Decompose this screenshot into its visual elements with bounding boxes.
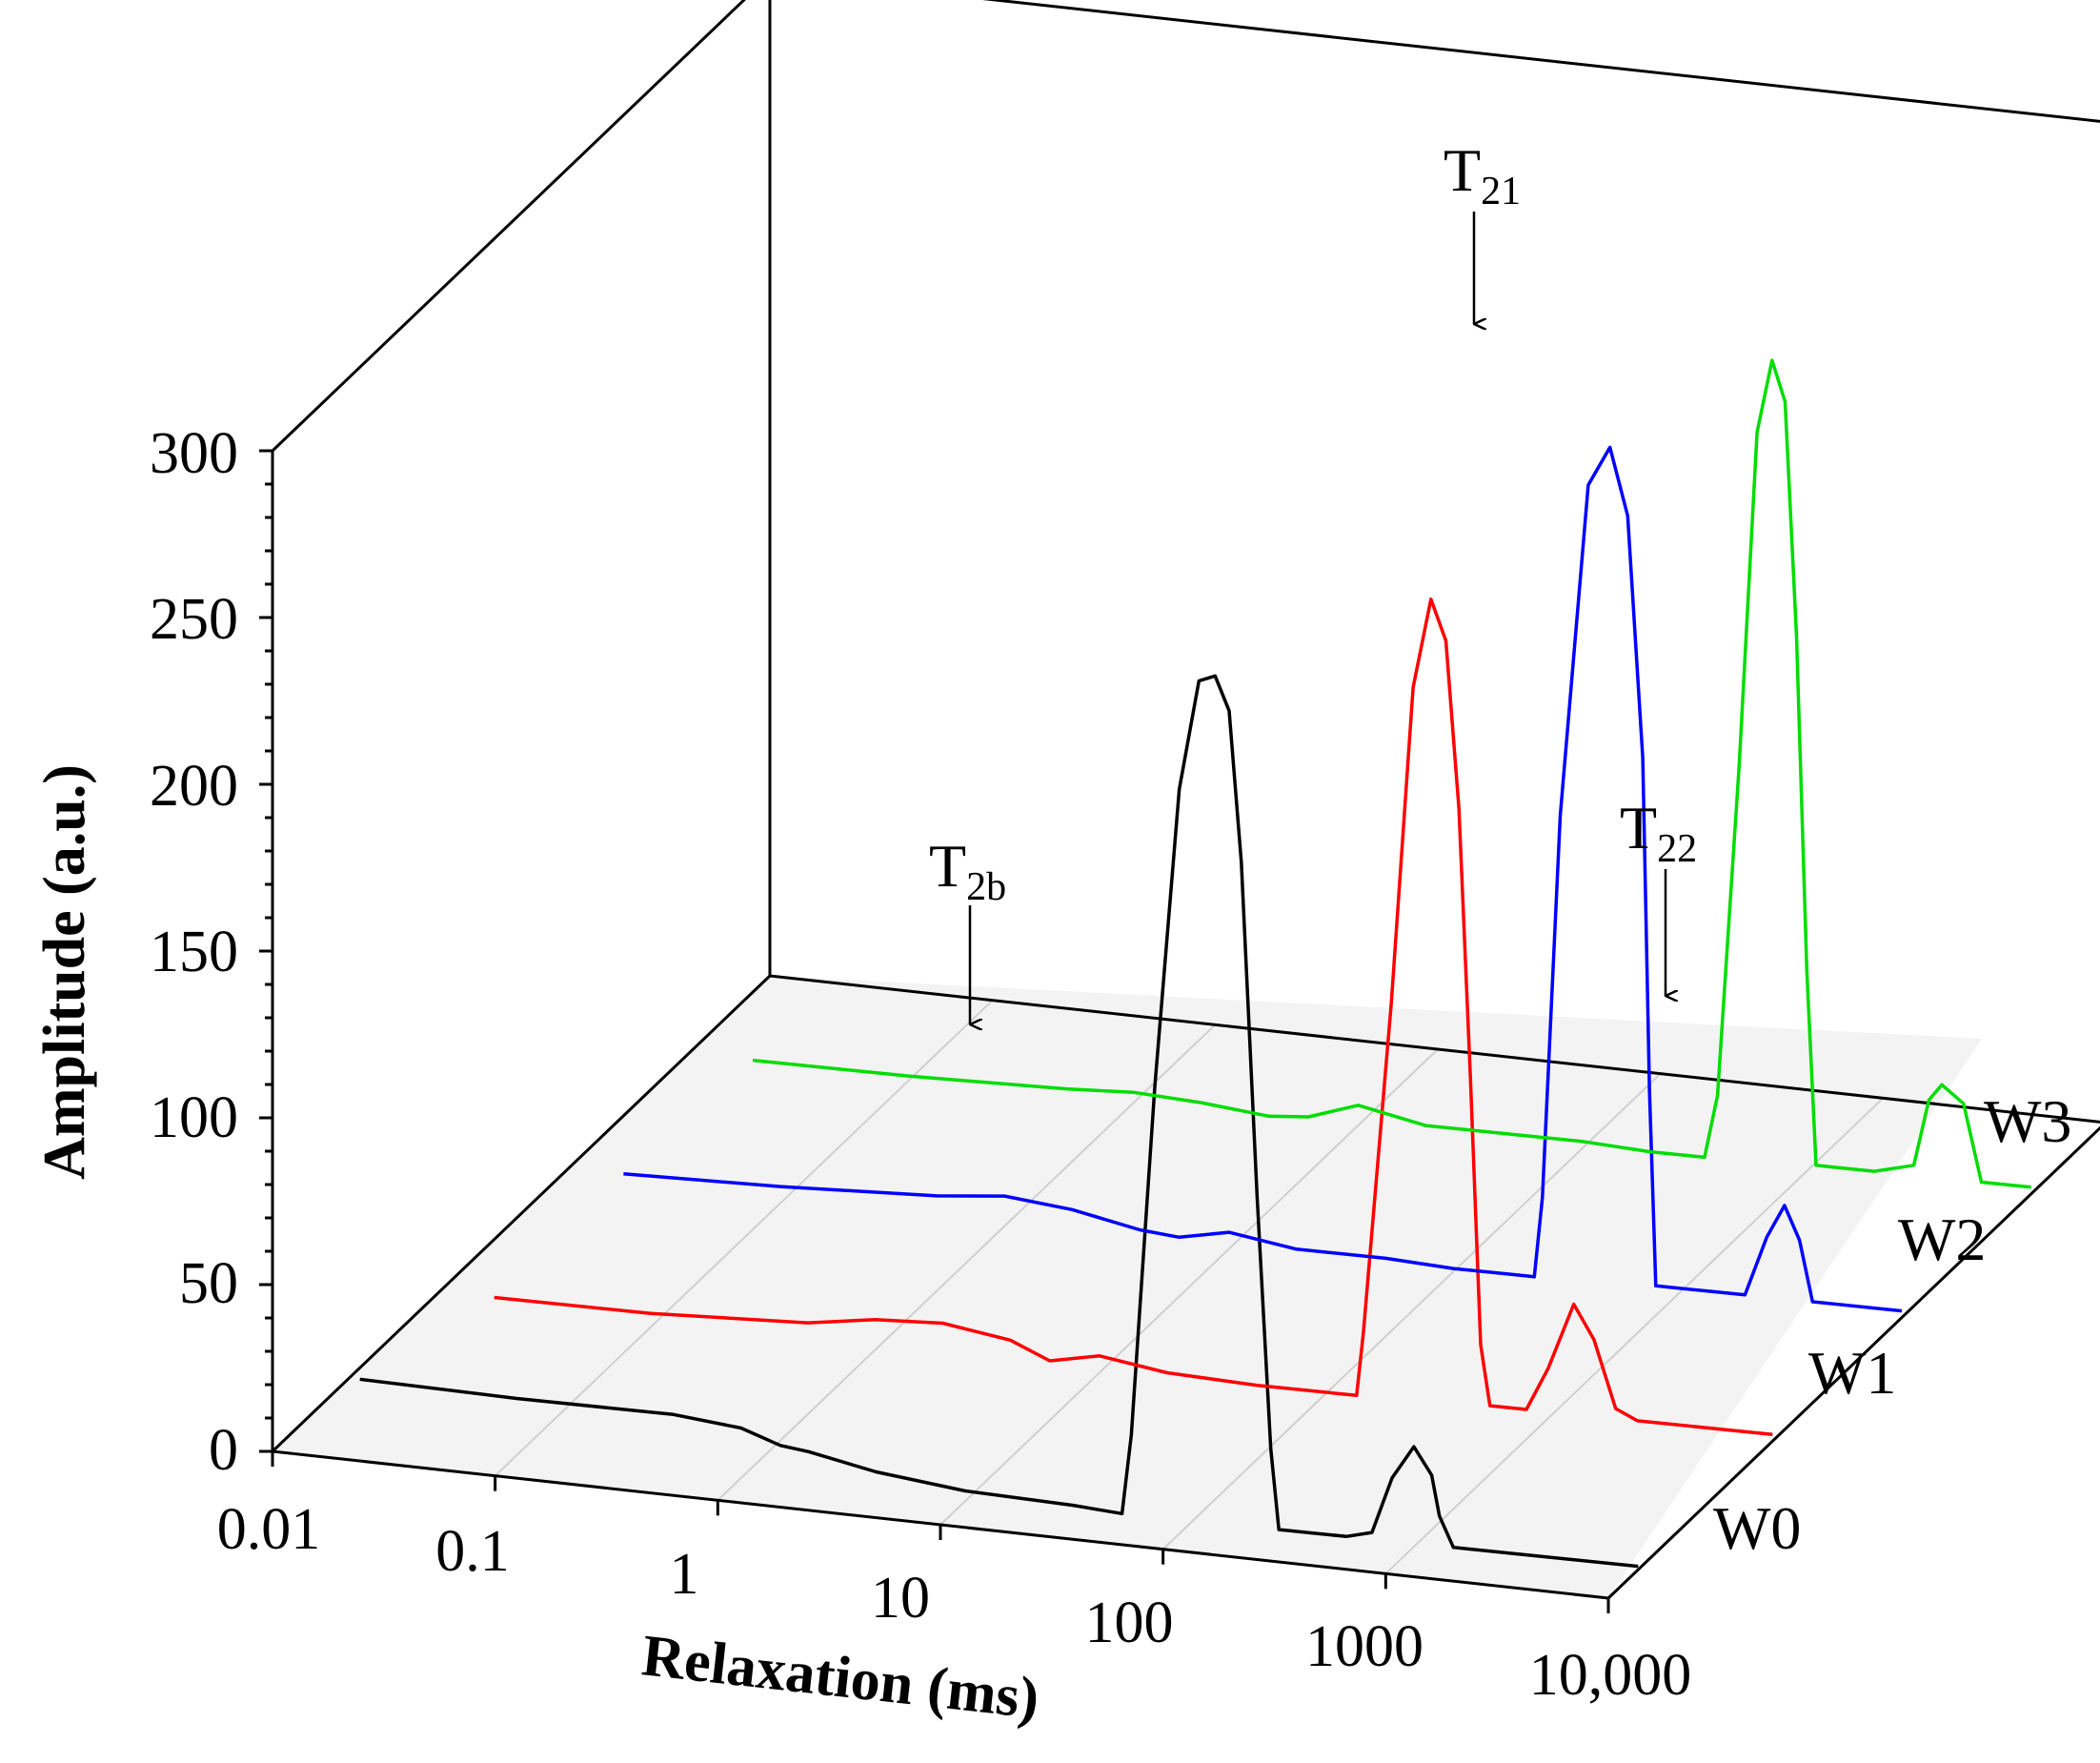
- floor-gridline: [1384, 1097, 1885, 1575]
- floor-plane: [273, 976, 1982, 1598]
- y-tick-label-250: 250: [150, 587, 238, 652]
- x-tick-label-0.01: 0.01: [217, 1497, 321, 1562]
- annotation-t21-label: T21: [1444, 136, 1521, 213]
- frame-edge: [1606, 1125, 2100, 1600]
- x-tick-label-1: 1: [670, 1542, 699, 1607]
- floor-gridline: [1161, 1072, 1662, 1550]
- frame-edge: [271, 0, 746, 453]
- series-label-W1: W1: [1808, 1339, 1896, 1407]
- series-layer: [359, 358, 2031, 1569]
- y-axis-title: Amplitude (a.u.): [32, 764, 97, 1180]
- floor-gridline: [494, 999, 994, 1477]
- annotation-t21: T21: [1444, 136, 1521, 324]
- y-tick-label-200: 200: [150, 754, 238, 819]
- floor-gridline: [939, 1048, 1439, 1526]
- x-tick-label-10000: 10,000: [1529, 1643, 1692, 1708]
- floor-gridline: [717, 1023, 1217, 1502]
- frame-edge: [769, 974, 2100, 1124]
- series-label-W3: W3: [1984, 1087, 2071, 1155]
- x-tick-labels: 0.01 0.1 1 10 100 1000 10,000: [217, 1497, 1692, 1708]
- annotation-t2b-label: T2b: [929, 832, 1006, 909]
- x-tick-label-0.1: 0.1: [435, 1519, 510, 1584]
- y-tick-label-0: 0: [209, 1418, 238, 1483]
- series-label-W0: W0: [1713, 1494, 1801, 1562]
- series-labels: W0 W1 W2 W3: [1713, 1087, 2071, 1562]
- floor-grid: [494, 999, 1885, 1575]
- x-axis-title: Relaxation (ms): [639, 1623, 1042, 1732]
- series-label-W2: W2: [1898, 1206, 1986, 1273]
- series-line-W3: [752, 358, 2031, 1189]
- annotation-t22-label: T22: [1620, 794, 1697, 871]
- series-line-W2: [623, 445, 1903, 1313]
- annotations: T2b T21 T22: [929, 136, 1697, 1024]
- annotation-t22: T22: [1620, 794, 1697, 996]
- series-line-W1: [494, 598, 1773, 1437]
- y-tick-label-150: 150: [150, 920, 238, 984]
- y-tick-label-300: 300: [150, 421, 238, 486]
- x-tick-label-10: 10: [871, 1566, 930, 1631]
- y-tick-label-100: 100: [150, 1085, 238, 1150]
- series-line-W0: [359, 674, 1639, 1569]
- annotation-t2b: T2b: [929, 832, 1006, 1024]
- y-axis-ticks: [259, 449, 273, 1453]
- y-tick-labels: 0 50 100 150 200 250 300: [150, 421, 238, 1483]
- frame-edge: [271, 974, 772, 1453]
- x-tick-label-1000: 1000: [1305, 1614, 1424, 1679]
- x-tick-label-100: 100: [1085, 1591, 1174, 1655]
- frame-edge: [981, 0, 2100, 123]
- x-axis-ticks: [271, 1451, 1610, 1613]
- y-tick-label-50: 50: [179, 1251, 238, 1316]
